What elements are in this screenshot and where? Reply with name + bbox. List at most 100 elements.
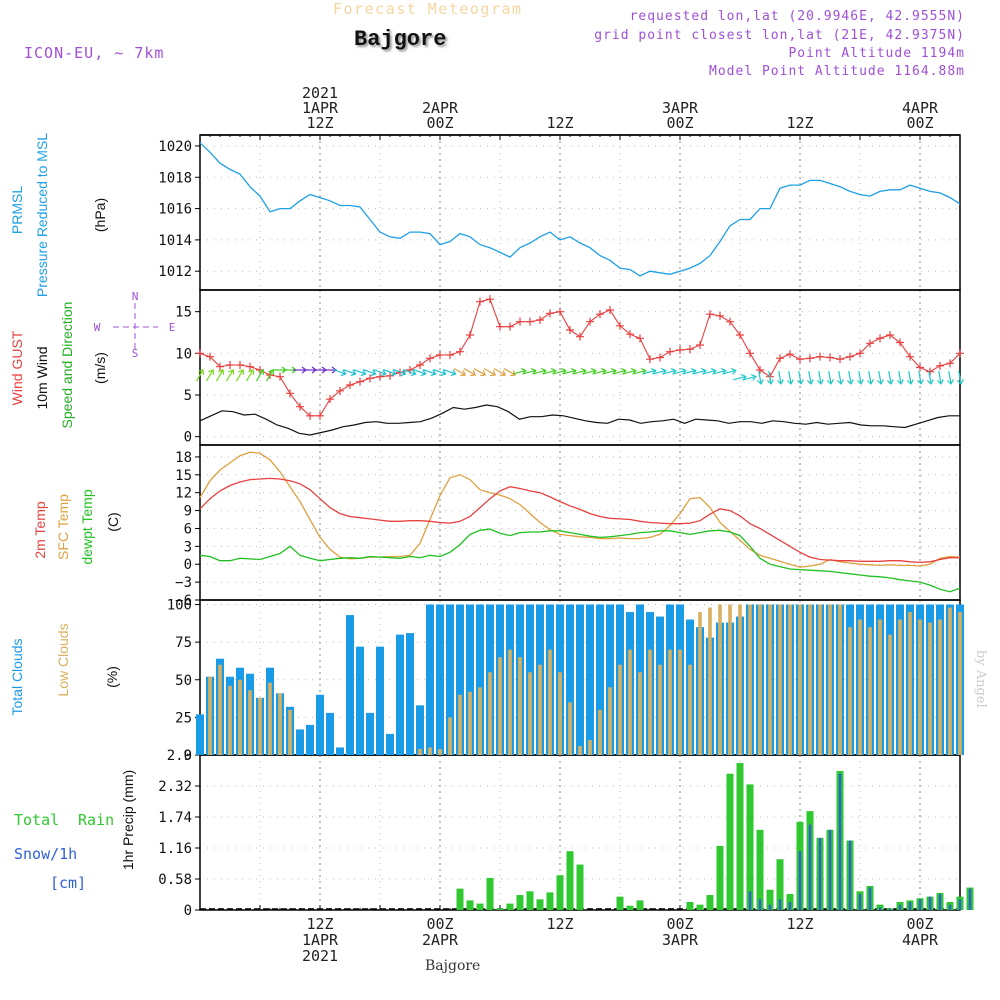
wind-gust-marker xyxy=(896,338,904,347)
pressure-frame xyxy=(199,134,961,291)
wind-direction-arrow xyxy=(433,369,447,377)
wind-gust-marker xyxy=(546,309,554,318)
low-cloud-bar xyxy=(698,612,702,755)
wind-gust-marker xyxy=(936,361,944,370)
wind-speed-line xyxy=(199,404,960,436)
rain-label: Rain xyxy=(78,811,114,829)
wind-arrow-shape xyxy=(946,371,954,385)
low-cloud-bar xyxy=(538,664,542,755)
wind-direction-arrow xyxy=(195,368,205,382)
bottom-time-label: 1APR xyxy=(302,931,339,949)
rain-bar xyxy=(476,903,484,910)
wind-gust-marker xyxy=(926,367,934,376)
wind-arrow-shape xyxy=(433,369,447,377)
pressure-label-prmsl: PRMSL xyxy=(9,186,25,234)
snow-bar xyxy=(828,829,832,910)
precip-ytick-label: 1.74 xyxy=(158,810,192,826)
wind-gust-marker xyxy=(916,363,924,372)
snow-bar xyxy=(868,887,872,910)
wind-direction-arrow xyxy=(205,368,215,382)
wind-gust-marker xyxy=(466,331,474,339)
wind-arrow-shape xyxy=(403,369,417,377)
precip-ytick-label: 2.32 xyxy=(158,779,192,795)
wind-arrow-shape xyxy=(906,371,914,385)
snow-bar xyxy=(768,904,772,910)
wind-direction-arrow xyxy=(373,369,387,377)
wind-gust-marker xyxy=(246,362,254,371)
wind-gust-marker xyxy=(296,402,304,411)
wind-direction-arrow xyxy=(443,369,457,377)
wind-direction-arrow xyxy=(886,371,894,385)
low-cloud-bar xyxy=(578,745,582,755)
wind-gust-marker xyxy=(446,351,454,359)
rain-bar xyxy=(616,896,624,910)
wind-10m-label: 10m Wind xyxy=(34,346,50,409)
low-cloud-bar xyxy=(528,672,532,755)
wind-gust-marker xyxy=(456,347,464,356)
wind-direction-arrow xyxy=(836,371,844,385)
top-time-label: 00Z xyxy=(426,114,453,132)
low-cloud-bar xyxy=(208,676,212,755)
rain-bar xyxy=(456,888,464,910)
wind-gust-marker xyxy=(686,345,694,354)
wind-gust-marker xyxy=(866,339,874,348)
wind-direction-arrow xyxy=(343,369,357,377)
wind-arrow-shape xyxy=(886,371,894,385)
low-cloud-bar xyxy=(628,649,632,755)
wind-gust-marker xyxy=(436,351,444,359)
snow-bar xyxy=(888,908,892,910)
pressure-ytick-label: 1014 xyxy=(158,233,192,249)
precip-ytick-label: 0 xyxy=(184,903,192,919)
snow-bar xyxy=(798,851,802,910)
low-cloud-bar xyxy=(858,619,862,755)
wind-direction-arrow xyxy=(225,368,235,382)
temp-dewpt-label: dewpt Temp xyxy=(79,489,95,564)
wind-direction-arrow xyxy=(403,369,417,377)
wind-direction-arrow xyxy=(743,374,757,381)
low-cloud-bar xyxy=(638,672,642,755)
wind-gust-marker xyxy=(726,317,734,326)
snow-bar xyxy=(908,901,912,910)
wind-gust-marker xyxy=(666,347,674,356)
wind-gust-marker xyxy=(276,372,284,381)
snow-bar xyxy=(748,891,752,910)
snow-bar xyxy=(968,888,972,910)
total-cloud-bar xyxy=(416,705,424,755)
wind-direction-arrow xyxy=(766,371,774,385)
wind-arrow-shape xyxy=(255,368,265,382)
wind-arrow-shape xyxy=(826,371,834,385)
bottom-time-label: 2APR xyxy=(422,931,459,949)
total-cloud-bar xyxy=(316,694,324,755)
compass-south: S xyxy=(132,347,139,360)
wind-arrow-shape xyxy=(866,371,874,385)
wind-arrow-shape xyxy=(483,367,497,377)
wind-arrow-shape xyxy=(796,371,804,385)
wind-gust-marker xyxy=(856,349,864,358)
precip-axis-label: 1hr Precip (mm) xyxy=(120,770,136,870)
wind-gust-marker xyxy=(626,330,634,339)
pressure-line xyxy=(199,142,961,277)
total-cloud-bar xyxy=(356,646,364,755)
wind-ytick-label: 15 xyxy=(175,305,192,321)
precip-ytick-label: 0.58 xyxy=(158,872,192,888)
low-cloud-bar xyxy=(238,679,242,755)
top-time-label: 12Z xyxy=(546,114,573,132)
wind-direction-arrow xyxy=(503,367,517,377)
wind-gust-marker xyxy=(786,350,794,359)
wind-direction-arrow xyxy=(786,371,794,385)
wind-gust-marker xyxy=(736,331,744,339)
low-cloud-bar xyxy=(938,619,942,755)
clouds-ytick-label: 25 xyxy=(175,710,192,726)
total-cloud-bar xyxy=(426,604,434,755)
clouds-ytick-label: 100 xyxy=(167,598,192,614)
total-cloud-bar xyxy=(406,633,414,755)
wind-gust-marker xyxy=(716,311,724,320)
low-cloud-bar xyxy=(608,687,612,755)
pressure-ytick-label: 1020 xyxy=(158,139,192,155)
top-time-label: 1APR xyxy=(302,99,339,117)
wind-gust-marker xyxy=(876,334,884,343)
wind-gust-line xyxy=(199,298,961,417)
wind-gust-marker xyxy=(906,352,914,361)
wind-gust-marker xyxy=(376,372,384,381)
